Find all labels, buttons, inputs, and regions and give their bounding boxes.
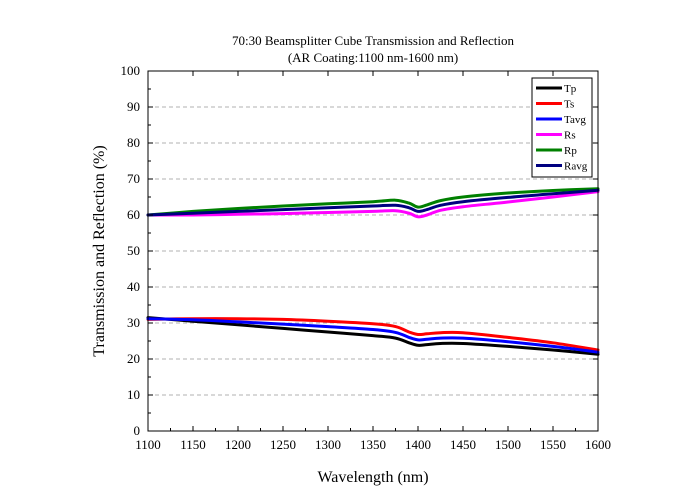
legend-label-ts: Ts	[564, 99, 574, 111]
y-tick-label: 70	[127, 171, 140, 186]
x-tick-label: 1600	[585, 437, 611, 452]
series-line-rp	[146, 187, 600, 217]
x-tick-label: 1300	[315, 437, 341, 452]
x-tick-label: 1150	[180, 437, 206, 452]
y-tick-label: 40	[127, 279, 140, 294]
series-line-ravg	[146, 188, 600, 217]
y-tick-label: 10	[127, 387, 140, 402]
x-tick-label: 1250	[270, 437, 296, 452]
y-axis: 0 10 20 30 40 50 60 70 80 90 100	[121, 63, 598, 438]
x-tick-label: 1550	[540, 437, 566, 452]
grid-lines	[148, 106, 598, 396]
legend-box	[531, 77, 593, 178]
x-tick-label: 1200	[225, 437, 251, 452]
y-tick-label: 60	[127, 207, 140, 222]
chart-title: 70:30 Beamsplitter Cube Transmission and…	[232, 33, 515, 48]
x-tick-label: 1450	[450, 437, 476, 452]
plot-series	[146, 187, 600, 356]
x-axis-title: Wavelength (nm)	[317, 469, 428, 486]
y-tick-label: 20	[127, 351, 140, 366]
legend-label-rs: Rs	[564, 130, 576, 142]
series-line-ts	[146, 317, 600, 352]
x-tick-label: 1100	[135, 437, 161, 452]
x-tick-label: 1400	[405, 437, 431, 452]
series-line-tp	[146, 316, 600, 356]
y-tick-label: 100	[121, 63, 141, 78]
chart-subtitle: (AR Coating:1100 nm-1600 nm)	[288, 50, 458, 65]
x-tick-label: 1500	[495, 437, 521, 452]
y-tick-label: 30	[127, 315, 140, 330]
legend-label-tavg: Tavg	[564, 114, 586, 126]
legend: Tp Ts Tavg Rs Rp Ravg	[531, 77, 593, 178]
y-axis-title: Transmission and Reflection (%)	[91, 145, 108, 356]
legend-label-ravg: Ravg	[564, 161, 588, 173]
legend-label-tp: Tp	[564, 83, 577, 95]
legend-label-rp: Rp	[564, 145, 577, 157]
y-tick-label: 80	[127, 135, 140, 150]
y-tick-label: 0	[134, 423, 141, 438]
y-tick-label: 50	[127, 243, 140, 258]
y-tick-label: 90	[127, 99, 140, 114]
series-line-tavg	[146, 317, 600, 354]
x-tick-label: 1350	[360, 437, 386, 452]
series-line-rs	[146, 190, 600, 219]
x-axis: 1100 1150 1200 1250 1300 1350 1400 1450 1500 1550…	[135, 71, 611, 452]
